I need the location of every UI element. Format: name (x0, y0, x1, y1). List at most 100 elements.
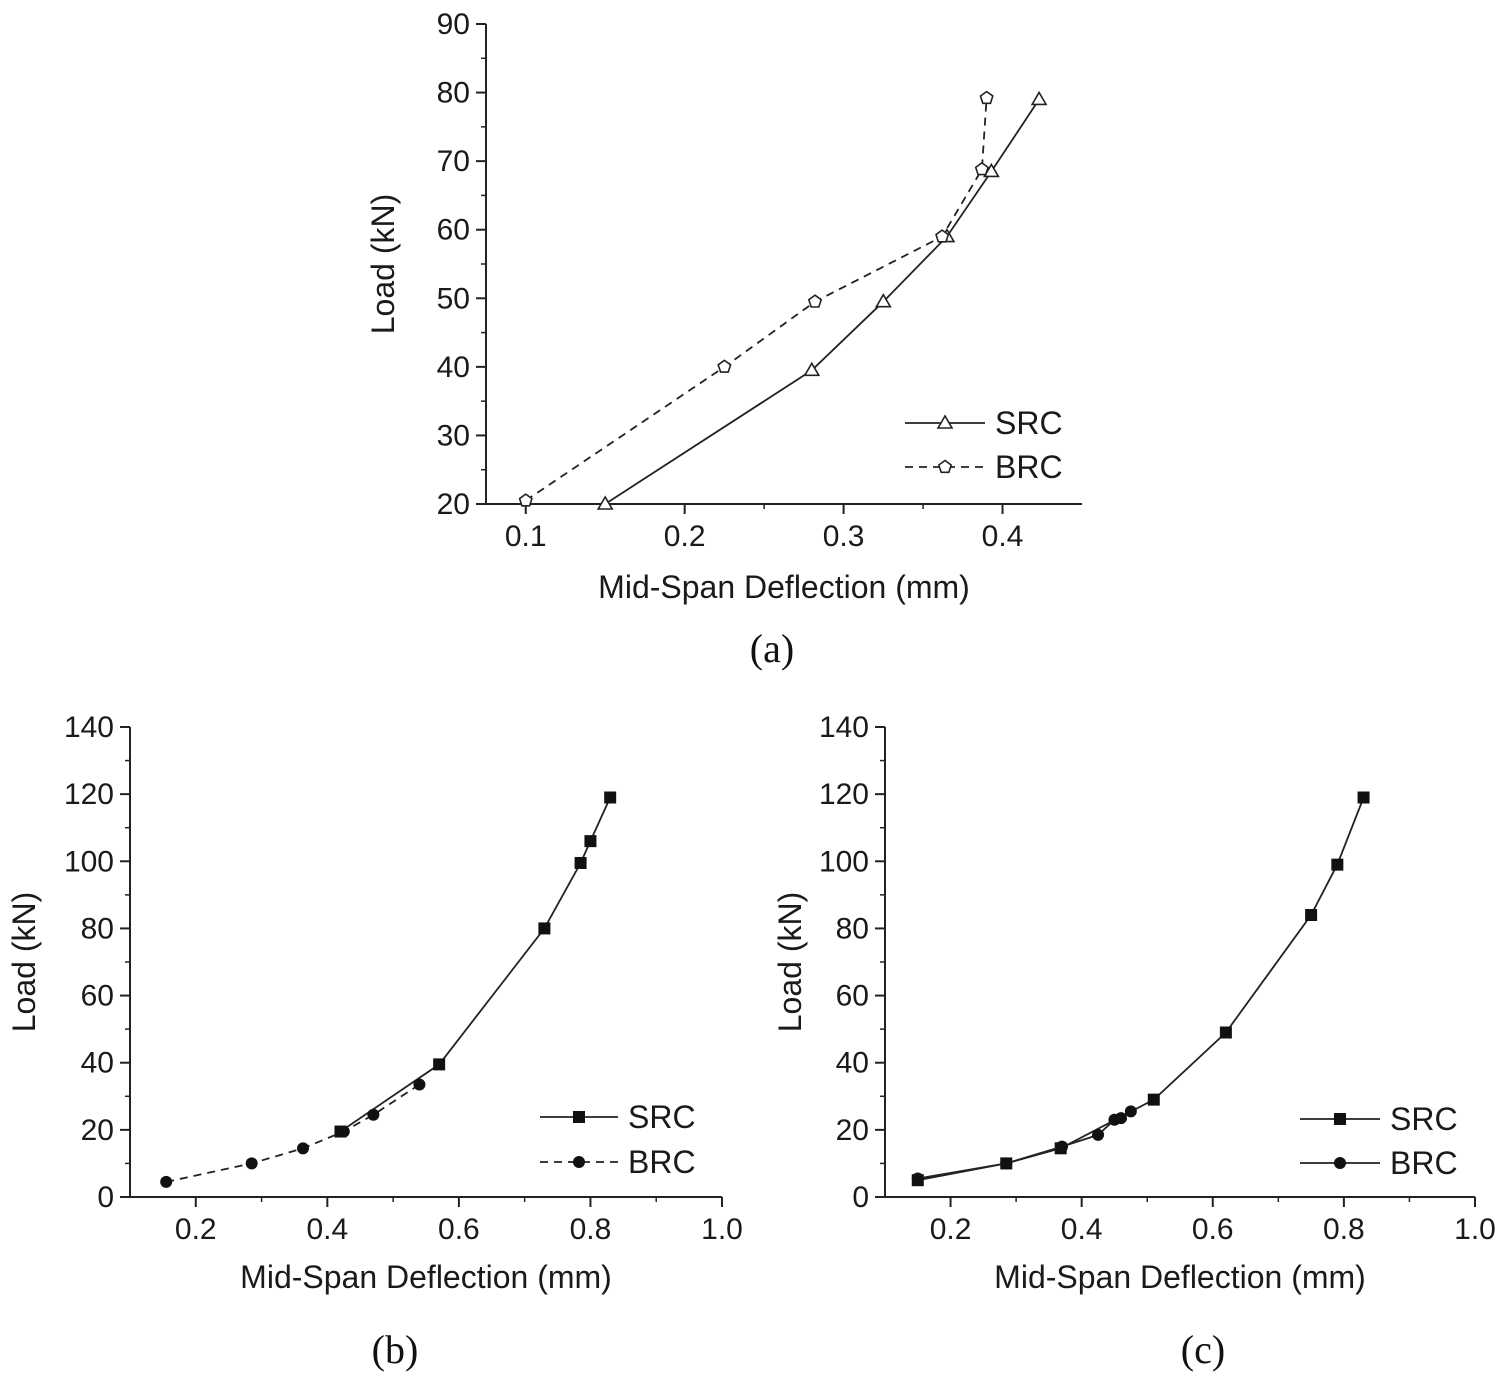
legend-label-src: SRC (1390, 1101, 1458, 1137)
data-point-brc (367, 1108, 380, 1121)
x-tick-label: 0.4 (982, 520, 1024, 553)
x-tick-label: 1.0 (701, 1213, 743, 1246)
legend-marker-src (573, 1111, 585, 1123)
y-axis-label: Load (kN) (772, 892, 808, 1033)
y-tick-label: 0 (852, 1181, 869, 1214)
x-tick-label: 0.2 (175, 1213, 217, 1246)
series-line-brc (917, 1110, 1132, 1180)
series-line-src (339, 797, 612, 1133)
data-point-src (1305, 909, 1318, 921)
data-point-src (1357, 791, 1370, 804)
data-point-src (584, 835, 597, 848)
panel-caption: (a) (750, 626, 794, 671)
legend-label-brc: BRC (628, 1144, 696, 1180)
y-tick-label: 60 (437, 214, 470, 247)
data-point-src (596, 495, 614, 510)
data-point-brc (911, 1172, 924, 1185)
data-point-brc (245, 1157, 258, 1170)
chart-a: 0.1 0.2 0.3 0.4 20 30 40 50 60 70 80 90 Load (kN) Mid… (365, 8, 1082, 671)
y-tick-label: 30 (437, 419, 470, 452)
data-point-brc (337, 1125, 350, 1138)
data-point-brc (979, 90, 994, 105)
data-point-brc (935, 229, 950, 243)
legend-label-brc: BRC (1390, 1145, 1458, 1181)
y-tick-label: 20 (437, 488, 470, 521)
data-point-brc (518, 493, 533, 507)
data-point-src (1331, 858, 1344, 871)
y-tick-label: 120 (64, 778, 114, 811)
x-tick-label: 0.4 (1061, 1213, 1103, 1246)
data-point-brc (1092, 1128, 1105, 1141)
series-line-brc (525, 98, 988, 502)
x-axis-label: Mid-Span Deflection (mm) (598, 569, 970, 605)
data-point-brc (1115, 1112, 1127, 1125)
y-tick-label: 100 (64, 845, 114, 878)
y-tick-label: 60 (836, 980, 869, 1013)
y-tick-label: 40 (81, 1047, 114, 1080)
y-tick-label: 0 (97, 1181, 114, 1214)
y-axis-label: Load (kN) (365, 194, 401, 335)
data-point-brc (1000, 1157, 1013, 1170)
y-tick-label: 100 (819, 845, 869, 878)
data-point-src (433, 1058, 446, 1071)
data-point-brc (1056, 1140, 1068, 1153)
x-tick-label: 0.6 (1192, 1213, 1234, 1246)
chart-b: 0.2 0.4 0.6 0.8 1.0 0 20 40 60 80 100 120 140 Load (k… (6, 711, 743, 1372)
data-point-src (1219, 1026, 1232, 1039)
legend-label-brc: BRC (995, 449, 1063, 485)
data-point-brc (974, 161, 990, 176)
data-point-src (874, 293, 892, 308)
x-tick-label: 0.4 (306, 1213, 348, 1246)
y-tick-label: 20 (81, 1114, 114, 1147)
y-axis-label: Load (kN) (6, 892, 42, 1033)
series-line-brc (166, 1083, 420, 1183)
x-tick-label: 0.2 (930, 1213, 972, 1246)
y-tick-label: 80 (836, 912, 869, 945)
data-point-brc (296, 1142, 309, 1155)
legend-marker-brc (937, 459, 953, 474)
y-tick-label: 70 (437, 145, 470, 178)
x-tick-label: 0.6 (438, 1213, 480, 1246)
y-tick-label: 80 (81, 912, 114, 945)
y-tick-label: 140 (64, 711, 114, 744)
x-tick-label: 0.2 (664, 520, 706, 553)
series-line-src (604, 98, 1040, 505)
data-point-src (1030, 90, 1048, 106)
y-tick-label: 60 (81, 980, 114, 1013)
y-tick-label: 40 (836, 1047, 869, 1080)
x-axis-label: Mid-Span Deflection (mm) (240, 1259, 612, 1295)
x-tick-label: 0.8 (570, 1213, 612, 1246)
y-tick-label: 50 (437, 282, 470, 315)
data-point-src (538, 922, 551, 935)
legend-label-src: SRC (995, 405, 1063, 441)
data-point-brc (717, 359, 732, 373)
y-tick-label: 20 (836, 1114, 869, 1147)
panel-caption: (c) (1181, 1327, 1225, 1372)
panel-caption: (b) (372, 1327, 419, 1372)
data-point-brc (160, 1175, 173, 1188)
x-tick-label: 0.3 (823, 520, 865, 553)
y-tick-label: 80 (437, 77, 470, 110)
y-tick-label: 40 (437, 351, 470, 384)
x-tick-label: 0.8 (1323, 1213, 1365, 1246)
data-point-src (604, 791, 617, 804)
x-tick-label: 1.0 (1454, 1213, 1496, 1246)
chart-c: 0.2 0.4 0.6 0.8 1.0 0 20 40 60 80 100 120 140 Load (k… (772, 711, 1496, 1372)
y-tick-label: 90 (437, 8, 470, 41)
legend-marker-brc (573, 1156, 585, 1168)
legend-marker-brc (1334, 1157, 1346, 1169)
data-point-src (803, 361, 821, 377)
data-point-brc (1124, 1105, 1137, 1118)
y-tick-label: 120 (819, 778, 869, 811)
data-point-brc (413, 1078, 426, 1091)
x-tick-label: 0.1 (505, 520, 547, 553)
data-point-brc (807, 294, 823, 308)
legend-marker-src (1334, 1113, 1346, 1125)
x-axis-label: Mid-Span Deflection (mm) (994, 1259, 1366, 1295)
data-point-src (1147, 1093, 1160, 1106)
legend-label-src: SRC (628, 1099, 696, 1135)
series-line-src (917, 797, 1365, 1182)
data-point-src (574, 856, 587, 869)
legend-marker-src (936, 414, 954, 429)
